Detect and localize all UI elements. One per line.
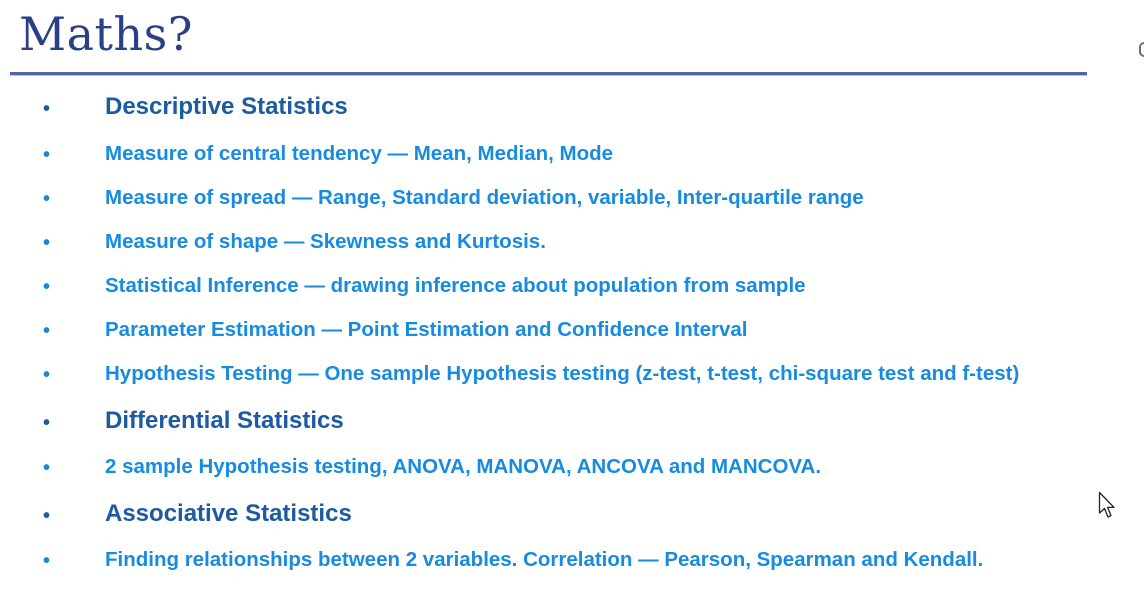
list-item-text: Finding relationships between 2 variable… [105,548,984,571]
title-divider [10,72,1087,76]
list-item-heading: Associative Statistics [105,500,352,527]
bullet-icon: • [43,144,51,166]
bullet-icon: • [43,98,51,120]
bullet-icon: • [43,412,51,434]
bullet-icon: • [43,276,51,298]
bullet-icon: • [43,364,51,386]
slide-title: Maths? [19,7,193,61]
bullet-icon: • [43,320,51,342]
list-item-heading: Descriptive Statistics [105,93,348,120]
bullet-icon: • [43,457,51,479]
list-item-text: Statistical Inference — drawing inferenc… [105,274,806,297]
list-item-text: Parameter Estimation — Point Estimation … [105,318,748,341]
list-item-text: 2 sample Hypothesis testing, ANOVA, MANO… [105,455,822,478]
bullet-icon: • [43,188,51,210]
edge-handle-icon [1139,42,1144,57]
bullet-icon: • [43,232,51,254]
mouse-pointer-icon [1098,491,1115,518]
list-item-text: Measure of shape — Skewness and Kurtosis… [105,230,546,253]
list-item-text: Measure of central tendency — Mean, Medi… [105,142,614,165]
list-item-text: Hypothesis Testing — One sample Hypothes… [105,362,1020,385]
list-item-text: Measure of spread — Range, Standard devi… [105,186,864,209]
bullet-icon: • [43,550,51,572]
list-item-heading: Differential Statistics [105,407,344,434]
bullet-icon: • [43,505,51,527]
